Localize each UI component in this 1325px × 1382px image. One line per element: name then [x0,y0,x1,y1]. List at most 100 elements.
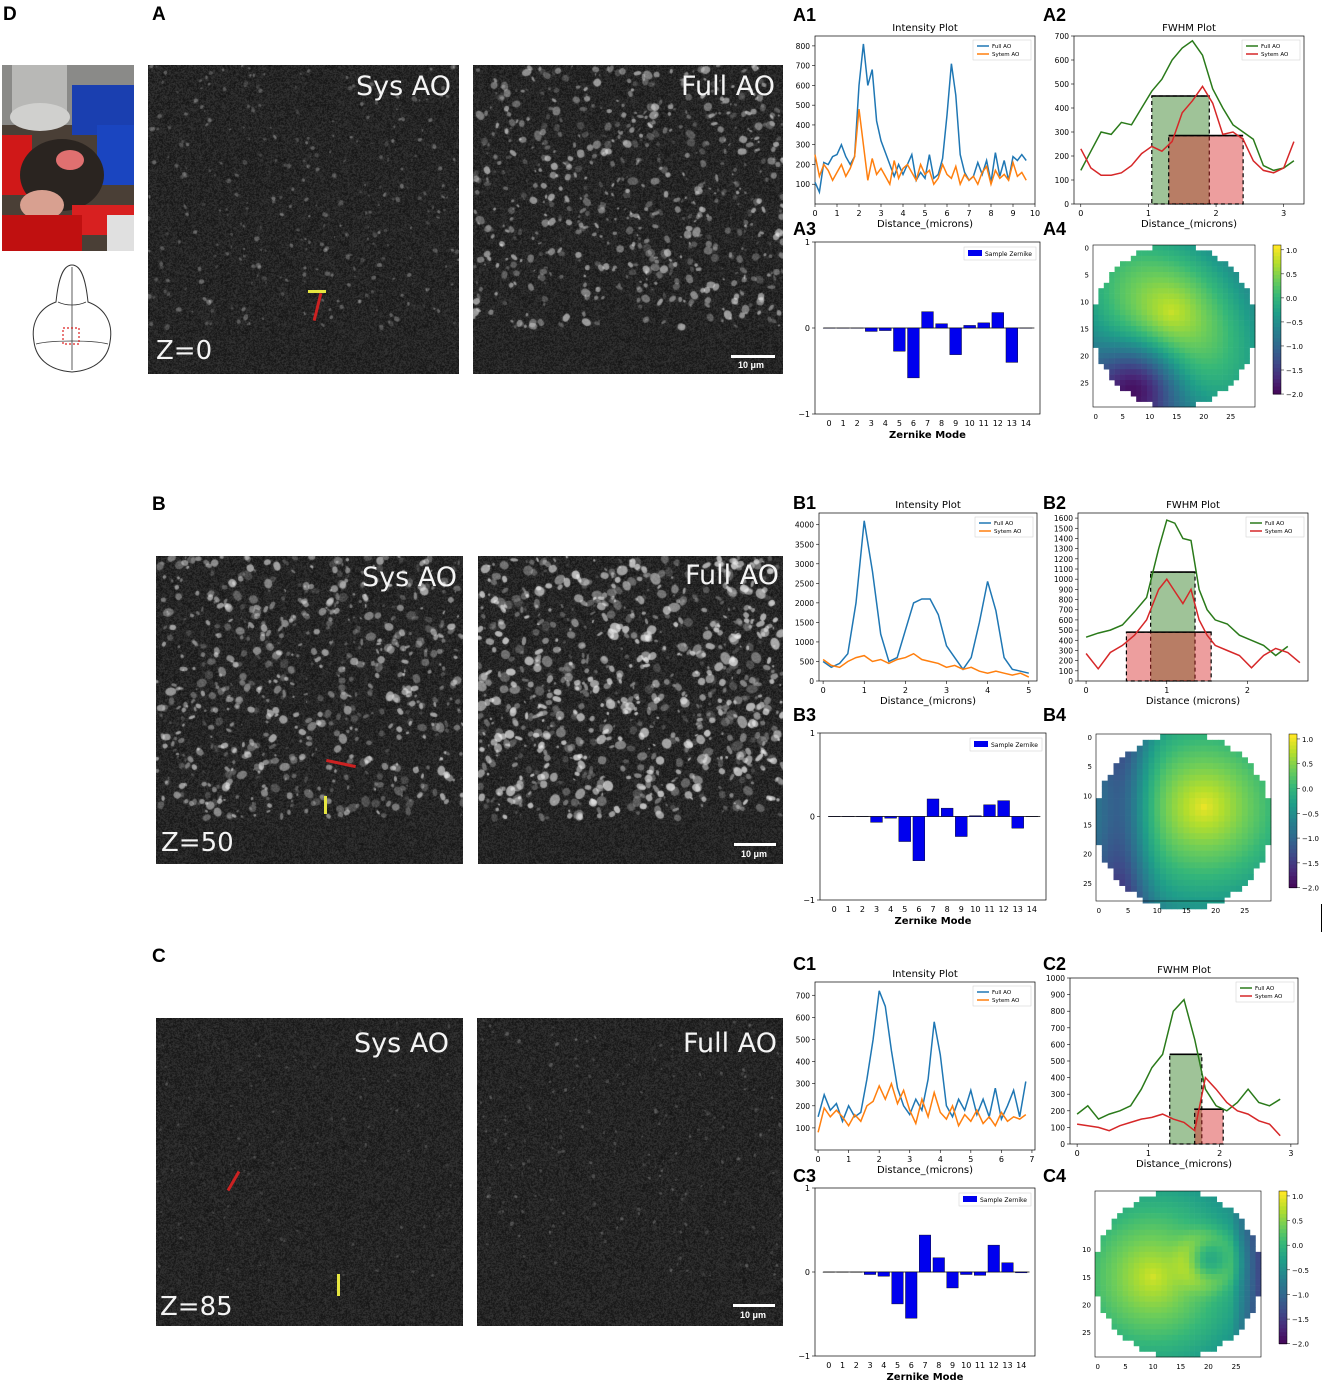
heatmap-cell [1222,304,1229,311]
heatmap-cell [1189,1191,1195,1197]
heatmap-cell [1171,739,1178,746]
x-tick-label: 12 [989,1361,999,1370]
heatmap-cell [1152,250,1159,257]
heatmap-cell [1218,774,1225,781]
heatmap-cell [1111,1279,1118,1286]
heatmap-cell [1224,815,1231,822]
microscopy-sys-ao-a: Sys AO Z=0 [148,65,459,374]
heatmap-cell [1217,347,1223,354]
heatmap-cell [1122,1334,1129,1341]
y-tick-label: 1100 [1054,565,1073,574]
heatmap-cell [1253,774,1260,781]
heatmap-cell [1224,769,1231,776]
heatmap-cell [1109,272,1115,278]
heatmap-cell [1236,868,1243,875]
heatmap-cell [1136,342,1142,348]
heatmap-cell [1201,804,1208,811]
heatmap-cell [1141,358,1148,365]
heatmap-cell [1205,1246,1212,1253]
heatmap-cell [1201,288,1207,294]
heatmap-cell [1184,266,1191,273]
heatmap-cell [1247,856,1254,863]
heatmap-cell [1160,850,1167,857]
heatmap-cell [1201,358,1207,365]
heatmap-cell [1141,353,1148,359]
heatmap-cell [1211,277,1218,284]
heatmap-cell [1228,299,1234,305]
heatmap-cell [1100,1307,1107,1314]
heatmap-cell [1109,293,1115,300]
heatmap-cell [1200,1246,1206,1253]
heatmap-cell [1177,862,1184,869]
heatmap-cell [1109,299,1115,305]
heatmap-cell [1212,839,1219,846]
heatmap-cell [1160,868,1167,875]
heatmap-cell [1147,309,1153,316]
y-tick-label: 600 [796,1013,811,1022]
heatmap-cell [1228,374,1234,381]
heatmap-cell [1183,821,1190,828]
heatmap-cell [1247,769,1254,776]
heatmap-cell [1166,1285,1173,1291]
heatmap-cell [1163,320,1169,327]
heatmap-cell [1236,827,1243,834]
colorbar-segment [1289,760,1297,766]
heatmap-cell [1179,250,1186,257]
heatmap-cell [1166,1224,1173,1231]
heatmap-cell [1205,1202,1212,1208]
x-axis-label: Distance_(microns) [1141,219,1237,230]
heatmap-cell [1130,380,1137,386]
colorbar-tick-label: 0.5 [1286,271,1297,279]
heatmap-cell [1131,862,1138,869]
heatmap-cell [1211,1235,1218,1242]
heatmap-cell [1101,850,1108,857]
sys-ao-label: Sys AO [361,562,457,593]
heatmap-cell [1106,1290,1112,1297]
y-tick-label: 5 [1088,763,1092,771]
heatmap-cell [1201,874,1208,881]
heatmap-cell [1119,850,1126,857]
heatmap-cell [1222,315,1229,321]
colorbar-segment [1273,386,1281,391]
heatmap-cell [1130,353,1137,359]
heatmap-cell [1111,1229,1118,1236]
heatmap-cell [1238,293,1245,300]
heatmap-cell [1139,1251,1146,1258]
heatmap-cell [1238,1218,1245,1225]
heatmap-cell [1189,885,1196,892]
heatmap-cell [1222,282,1229,289]
y-tick-label: 500 [1051,1057,1066,1066]
heatmap-cell [1148,769,1155,776]
heatmap-cell [1120,326,1126,332]
x-tick-label: 7 [966,209,971,218]
heatmap-cell [1177,751,1184,758]
heatmap-cell [1222,1213,1229,1219]
y-tick-label: 1600 [1054,514,1073,523]
heatmap-cell [1131,821,1138,828]
heatmap-cell [1190,320,1196,327]
heatmap-cell [1117,1274,1123,1280]
legend-label: Full AO [992,990,1012,996]
heatmap-cell [1096,827,1103,834]
heatmap-cell [1211,369,1218,375]
y-tick-label: 500 [1059,626,1074,635]
heatmap-cell [1200,1345,1206,1352]
heatmap-cell [1117,1268,1123,1275]
heatmap-cell [1163,380,1169,386]
heatmap-cell [1171,786,1178,793]
y-tick-label: 400 [796,121,811,130]
heatmap-cell [1227,1213,1234,1219]
heatmap-cell [1222,1312,1229,1319]
colorbar-segment [1273,349,1281,354]
heatmap-cell [1201,839,1208,846]
heatmap-cell [1161,1290,1168,1297]
zernike-bar [898,816,911,842]
heatmap-cell [1259,833,1266,840]
heatmap-cell [1178,1340,1184,1347]
heatmap-cell [1195,288,1202,294]
colorbar-tick-label: 0.0 [1302,786,1313,794]
heatmap-cell [1206,891,1213,898]
heatmap-cell [1157,331,1164,338]
x-tick-label: 5 [968,1155,973,1164]
heatmap-cell [1190,331,1196,338]
